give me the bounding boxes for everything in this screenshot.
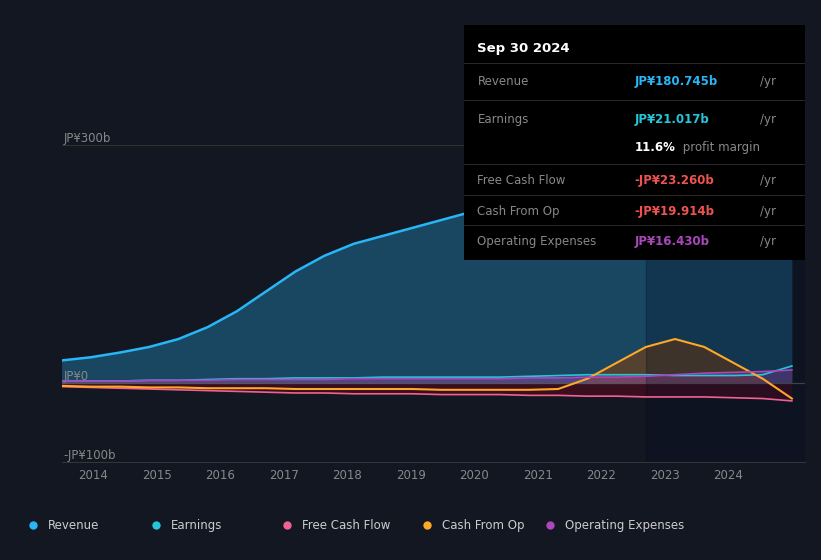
Text: Earnings: Earnings [478, 113, 529, 126]
Text: Cash From Op: Cash From Op [478, 204, 560, 217]
Text: JP¥0: JP¥0 [64, 370, 89, 382]
Text: JP¥180.745b: JP¥180.745b [635, 75, 718, 88]
Bar [646, 129, 805, 462]
Text: Free Cash Flow: Free Cash Flow [302, 519, 391, 532]
Text: /yr: /yr [760, 204, 777, 217]
Text: Revenue: Revenue [478, 75, 529, 88]
Text: Free Cash Flow: Free Cash Flow [478, 174, 566, 187]
Text: /yr: /yr [760, 235, 777, 248]
Text: -JP¥19.914b: -JP¥19.914b [635, 204, 714, 217]
Text: /yr: /yr [760, 174, 777, 187]
Text: /yr: /yr [760, 75, 777, 88]
Text: /yr: /yr [760, 113, 777, 126]
Text: -JP¥100b: -JP¥100b [64, 449, 117, 462]
Text: 11.6%: 11.6% [635, 141, 675, 154]
Text: Operating Expenses: Operating Expenses [565, 519, 684, 532]
Text: JP¥16.430b: JP¥16.430b [635, 235, 709, 248]
Text: -JP¥23.260b: -JP¥23.260b [635, 174, 714, 187]
Text: Revenue: Revenue [48, 519, 99, 532]
Text: profit margin: profit margin [678, 141, 759, 154]
Text: Cash From Op: Cash From Op [442, 519, 524, 532]
Text: JP¥300b: JP¥300b [64, 132, 111, 144]
Text: Operating Expenses: Operating Expenses [478, 235, 597, 248]
Text: Earnings: Earnings [171, 519, 222, 532]
Text: Sep 30 2024: Sep 30 2024 [478, 42, 570, 55]
Text: JP¥21.017b: JP¥21.017b [635, 113, 709, 126]
